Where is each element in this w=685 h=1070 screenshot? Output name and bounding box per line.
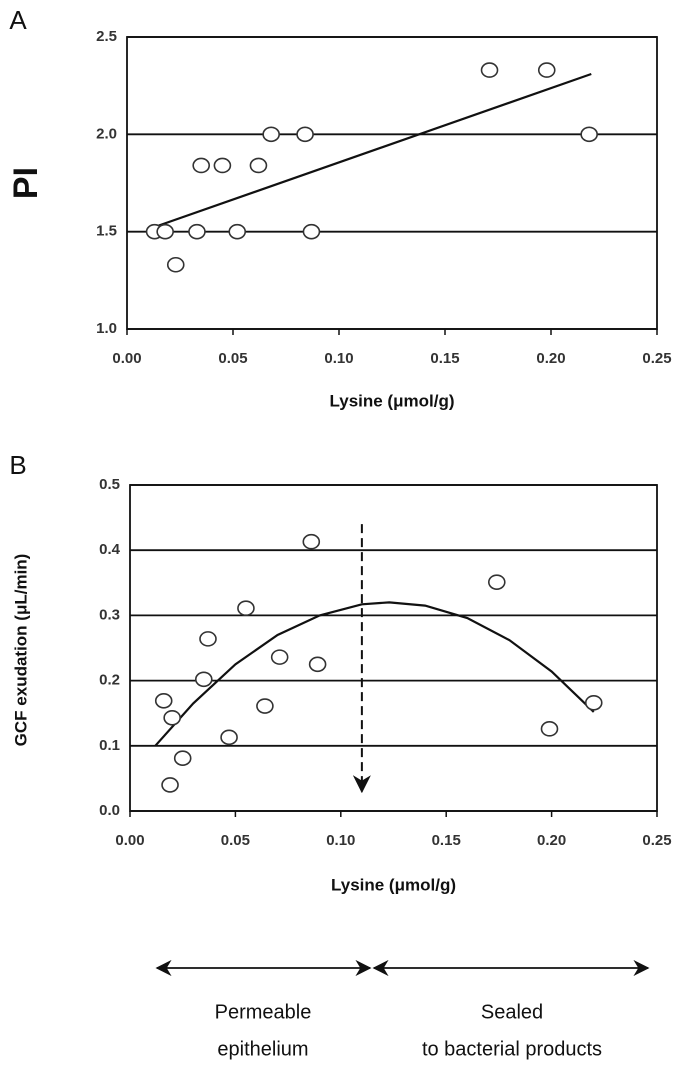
x-tick-label: 0.25 (642, 350, 671, 367)
x-tick-label: 0.05 (218, 350, 247, 367)
data-point (487, 574, 506, 590)
data-point (584, 694, 603, 711)
data-point (228, 223, 247, 240)
plot-frame (129, 484, 658, 812)
x-tick-label: 0.00 (115, 832, 144, 849)
y-tick-label: 0.2 (99, 672, 120, 689)
panel-label: A (9, 5, 27, 35)
data-point (256, 698, 274, 714)
x-tick-label: 0.00 (112, 350, 141, 367)
data-point (537, 62, 556, 78)
data-point (213, 157, 232, 174)
plot-frame (126, 36, 658, 330)
x-tick-label: 0.10 (324, 350, 353, 367)
y-tick-label: 0.4 (99, 541, 121, 558)
data-point (249, 157, 268, 174)
annotation: to bacterial products (422, 1038, 602, 1060)
data-point (480, 62, 499, 78)
data-point (308, 656, 327, 673)
y-tick-label: 0.3 (99, 606, 120, 623)
data-point (156, 223, 174, 240)
data-point (194, 671, 213, 688)
x-tick-label: 0.10 (326, 832, 355, 849)
x-tick-label: 0.05 (221, 832, 250, 849)
y-tick-label: 1.5 (96, 223, 117, 240)
data-point (302, 533, 321, 550)
data-point (188, 223, 206, 240)
data-point (262, 126, 280, 143)
y-tick-label: 0.5 (99, 476, 120, 493)
data-point (580, 126, 598, 143)
y-axis-title: PI (7, 167, 45, 199)
y-tick-label: 1.0 (96, 320, 117, 337)
data-point (220, 729, 238, 746)
fit-line (154, 601, 595, 747)
x-tick-label: 0.20 (536, 350, 565, 367)
data-point (173, 750, 192, 766)
data-point (270, 649, 289, 665)
data-point (237, 600, 255, 617)
x-axis-title: Lysine (μmol/g) (329, 391, 454, 410)
x-axis-title: Lysine (μmol/g) (331, 875, 456, 894)
data-point (166, 256, 185, 273)
annotation: Permeable (215, 1001, 312, 1023)
y-tick-label: 2.5 (96, 28, 117, 45)
panel-label: B (9, 450, 26, 480)
data-point (199, 631, 217, 647)
annotation: Sealed (481, 1001, 543, 1023)
data-point (296, 126, 314, 143)
fit-line (152, 72, 592, 229)
y-tick-label: 0.0 (99, 802, 120, 819)
x-tick-label: 0.25 (642, 832, 671, 849)
x-tick-label: 0.20 (537, 832, 566, 849)
data-point (540, 721, 559, 737)
data-point (192, 157, 210, 174)
y-axis-title: GCF exudation (μL/min) (11, 554, 30, 747)
data-point (161, 777, 179, 793)
data-point (154, 693, 173, 709)
y-tick-label: 2.0 (96, 125, 117, 142)
annotation: epithelium (217, 1038, 308, 1060)
data-point (302, 223, 321, 240)
data-point (163, 709, 181, 726)
x-tick-label: 0.15 (430, 350, 459, 367)
x-tick-label: 0.15 (432, 832, 461, 849)
y-tick-label: 0.1 (99, 737, 120, 754)
